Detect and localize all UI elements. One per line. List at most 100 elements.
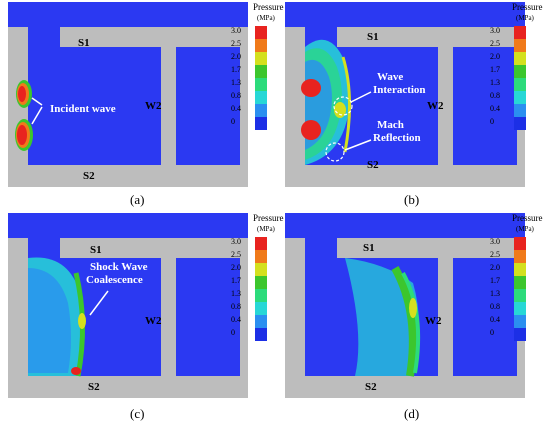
caption-a: (a) [130, 192, 145, 207]
colorbar-tick: 0.4 [231, 104, 241, 113]
colorbar-swatch [255, 26, 267, 39]
colorbar-tick: 1.3 [231, 78, 241, 87]
colorbar-swatch [255, 65, 267, 78]
caption-b: (b) [404, 192, 420, 207]
panel-a-domain [8, 2, 248, 187]
panel-b-label-s1: S1 [367, 31, 379, 43]
panel-c: S1 S2 W2 Shock Wave Coalescence [8, 213, 248, 398]
colorbar-tick: 2.0 [231, 263, 241, 272]
colorbar-swatch [514, 237, 526, 250]
colorbar-swatch [255, 315, 267, 328]
colorbar-tick: 3.0 [490, 237, 500, 246]
panel-a-label-w2: W2 [145, 100, 162, 112]
colorbar-tick: 1.7 [231, 276, 241, 285]
panel-b-annotation-4: Reflection [373, 132, 421, 144]
colorbar-tick: 0.8 [231, 302, 241, 311]
colorbar-tick: 2.5 [231, 39, 241, 48]
panel-a: S1 S2 W2 Incident wave [8, 2, 248, 187]
colorbar-swatch [514, 52, 526, 65]
colorbar-tick: 0.4 [231, 315, 241, 324]
colorbar-swatch [255, 117, 267, 130]
colorbar-swatch [255, 78, 267, 91]
colorbar-tick: 1.3 [231, 289, 241, 298]
colorbar-unit: (MPa) [257, 225, 276, 233]
panel-b-label-w2: W2 [427, 100, 444, 112]
panel-c-label-s1: S1 [90, 244, 102, 256]
colorbar-tick: 2.0 [490, 52, 500, 61]
colorbar-swatch [514, 91, 526, 104]
panel-b: S1 S2 W2 Wave Interaction Mach Reflectio… [285, 2, 525, 187]
colorbar-swatch [514, 263, 526, 276]
panel-b-annotation-2: Interaction [373, 84, 426, 96]
panel-a-label-s2: S2 [83, 170, 95, 182]
colorbar-swatch [514, 250, 526, 263]
colorbar-tick: 2.5 [231, 250, 241, 259]
colorbar-unit: (MPa) [516, 225, 535, 233]
colorbar-tick: 0.8 [231, 91, 241, 100]
colorbar-tick: 1.3 [490, 289, 500, 298]
colorbar-swatch [255, 91, 267, 104]
panel-d-domain [285, 213, 525, 398]
panel-b-domain [285, 2, 525, 187]
colorbar-title: Pressure [253, 2, 284, 12]
colorbar-swatch [255, 328, 267, 341]
colorbar-swatch [514, 289, 526, 302]
colorbar-swatch [255, 237, 267, 250]
colorbar-tick: 0.8 [490, 302, 500, 311]
colorbar-swatch [255, 104, 267, 117]
colorbar-swatch [514, 117, 526, 130]
colorbar-tick: 3.0 [490, 26, 500, 35]
colorbar-swatch [255, 52, 267, 65]
colorbar-swatch [255, 263, 267, 276]
colorbar-tick: 0 [231, 117, 235, 126]
panel-d-label-w2: W2 [425, 315, 442, 327]
colorbar-tick: 2.5 [490, 250, 500, 259]
colorbar-tick: 3.0 [231, 237, 241, 246]
panel-c-annotation-2: Coalescence [86, 274, 143, 286]
panel-a-annotation: Incident wave [50, 103, 116, 115]
colorbar-swatch [514, 104, 526, 117]
panel-b-annotation-3: Mach [377, 119, 404, 131]
panel-b-label-s2: S2 [367, 159, 379, 171]
colorbar-swatch [255, 250, 267, 263]
colorbar-swatch [514, 276, 526, 289]
colorbar-title: Pressure [512, 2, 543, 12]
colorbar-tick: 1.3 [490, 78, 500, 87]
colorbar-swatch [255, 289, 267, 302]
caption-d: (d) [404, 406, 420, 421]
colorbar-tick: 3.0 [231, 26, 241, 35]
panel-c-domain [8, 213, 248, 398]
colorbar-swatch [514, 39, 526, 52]
colorbar-tick: 2.5 [490, 39, 500, 48]
panel-d-label-s1: S1 [363, 242, 375, 254]
panel-c-label-s2: S2 [88, 381, 100, 393]
colorbar-swatch [514, 65, 526, 78]
panel-d-label-s2: S2 [365, 381, 377, 393]
colorbar-tick: 2.0 [231, 52, 241, 61]
colorbar-swatch [255, 302, 267, 315]
colorbar-d: Pressure (MPa) 3.0 2.5 2.0 1.7 1.3 0.8 0.4 0 [490, 213, 543, 341]
colorbar-title: Pressure [512, 213, 543, 223]
colorbar-tick: 1.7 [490, 65, 500, 74]
colorbar-swatch [255, 39, 267, 52]
colorbar-tick: 1.7 [231, 65, 241, 74]
colorbar-swatch [514, 302, 526, 315]
panel-b-annotation-1: Wave [377, 71, 403, 83]
colorbar-swatch [514, 78, 526, 91]
colorbar-tick: 0.8 [490, 91, 500, 100]
colorbar-tick: 1.7 [490, 276, 500, 285]
colorbar-swatch [514, 328, 526, 341]
colorbar-tick: 0 [490, 328, 494, 337]
colorbar-unit: (MPa) [516, 14, 535, 22]
colorbar-tick: 0 [231, 328, 235, 337]
panel-a-label-s1: S1 [78, 37, 90, 49]
panel-c-label-w2: W2 [145, 315, 162, 327]
caption-c: (c) [130, 406, 145, 421]
panel-c-annotation-1: Shock Wave [90, 261, 148, 273]
colorbar-swatch [255, 276, 267, 289]
colorbar-tick: 0.4 [490, 104, 500, 113]
colorbar-tick: 0.4 [490, 315, 500, 324]
colorbar-swatch [514, 315, 526, 328]
colorbar-b: Pressure (MPa) 3.0 2.5 2.0 1.7 1.3 0.8 0.4 0 [490, 2, 543, 130]
